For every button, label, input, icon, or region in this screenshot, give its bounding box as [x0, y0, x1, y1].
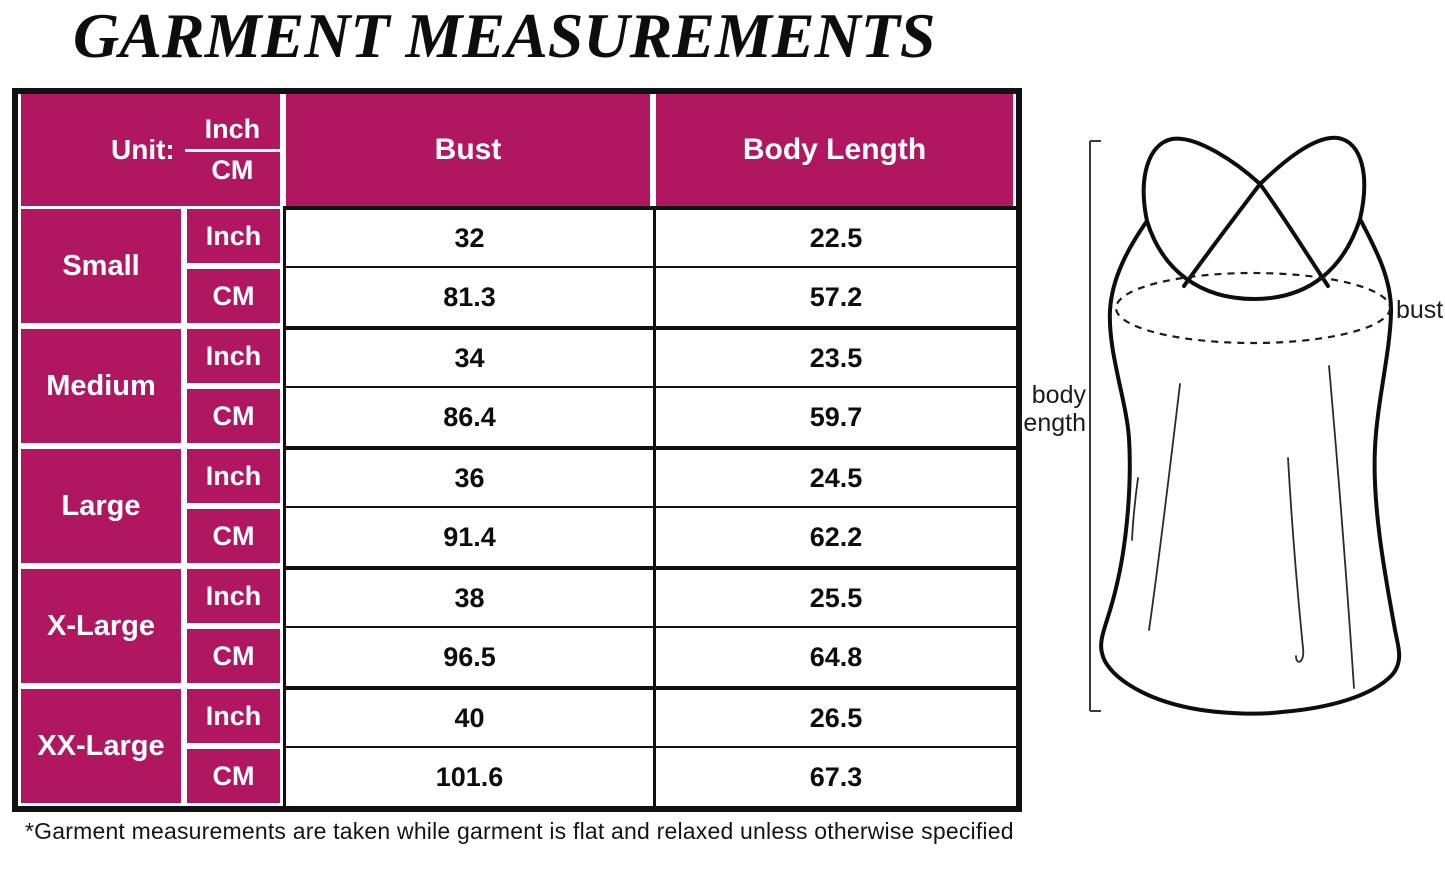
value-body-length-inch: 25.5: [653, 566, 1016, 626]
wrinkle-line: [1131, 477, 1139, 541]
size-label: X-Large: [21, 569, 181, 683]
value-bust-cm: 91.4: [283, 506, 653, 566]
body-length-label-line1: body: [1032, 381, 1087, 409]
wrinkle-line: [1328, 365, 1355, 689]
unit-row-label: Inch: [187, 329, 280, 383]
unit-fraction: Inch CM: [184, 114, 280, 185]
value-bust-inch: 36: [283, 446, 653, 506]
value-body-length-cm: 64.8: [653, 626, 1016, 686]
value-bust-cm: 81.3: [283, 266, 653, 326]
wrinkle-line: [1148, 383, 1181, 631]
unit-row-label: Inch: [187, 689, 280, 743]
unit-label: Unit:: [111, 134, 175, 165]
wrinkle-line: [1287, 457, 1305, 663]
body-length-label-line2: length: [1020, 409, 1086, 437]
value-bust-inch: 38: [283, 566, 653, 626]
unit-row-label: CM: [187, 509, 280, 563]
unit-row-label: CM: [187, 269, 280, 323]
value-body-length-inch: 23.5: [653, 326, 1016, 386]
value-bust-inch: 34: [283, 326, 653, 386]
value-bust-cm: 101.6: [283, 746, 653, 806]
unit-row-label: CM: [187, 629, 280, 683]
page-title: GARMENT MEASUREMENTS: [73, 0, 936, 71]
value-bust-inch: 40: [283, 686, 653, 746]
value-bust-cm: 96.5: [283, 626, 653, 686]
unit-inch-label: Inch: [204, 114, 261, 145]
column-header-body-length: Body Length: [656, 94, 1013, 206]
unit-row-label: CM: [187, 749, 280, 803]
value-body-length-cm: 62.2: [653, 506, 1016, 566]
camisole-outline: [1099, 135, 1402, 716]
unit-row-label: Inch: [187, 209, 280, 263]
bust-measure-ellipse: [1114, 271, 1392, 345]
value-body-length-inch: 22.5: [653, 206, 1016, 266]
garment-diagram: body length bust: [1020, 135, 1443, 716]
unit-header-cell: Unit: Inch CM: [21, 94, 280, 206]
footnote: *Garment measurements are taken while ga…: [25, 818, 1014, 844]
value-bust-inch: 32: [283, 206, 653, 266]
value-bust-cm: 86.4: [283, 386, 653, 446]
value-body-length-cm: 59.7: [653, 386, 1016, 446]
unit-row-label: Inch: [187, 569, 280, 623]
size-label: Large: [21, 449, 181, 563]
value-body-length-cm: 67.3: [653, 746, 1016, 806]
column-header-bust: Bust: [286, 94, 650, 206]
value-body-length-cm: 57.2: [653, 266, 1016, 326]
size-label: XX-Large: [21, 689, 181, 803]
value-body-length-inch: 26.5: [653, 686, 1016, 746]
size-label: Medium: [21, 329, 181, 443]
bust-label: bust: [1396, 296, 1443, 324]
size-label: Small: [21, 209, 181, 323]
unit-cm-label: CM: [211, 154, 254, 185]
value-body-length-inch: 24.5: [653, 446, 1016, 506]
body-length-measure-line: [1089, 140, 1101, 712]
unit-row-label: Inch: [187, 449, 280, 503]
fraction-divider: [184, 148, 280, 152]
measurements-table: Unit: Inch CM Bust Body Length Small Inc…: [12, 88, 1022, 812]
unit-row-label: CM: [187, 389, 280, 443]
